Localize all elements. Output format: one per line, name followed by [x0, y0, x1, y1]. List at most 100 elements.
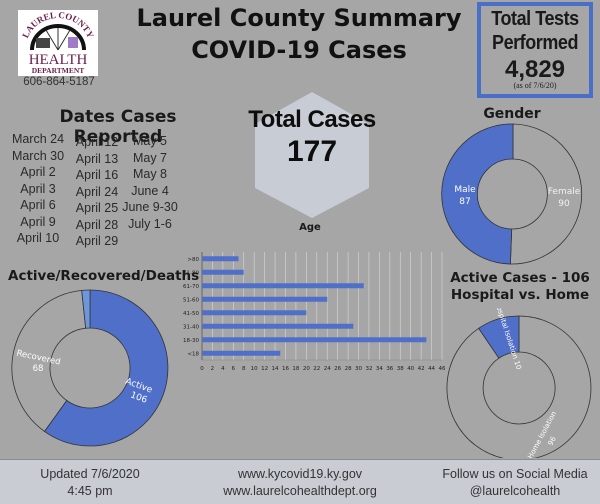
age-bar	[202, 296, 328, 302]
date-item: April 3	[20, 181, 56, 196]
date-item: May 5	[132, 134, 168, 148]
title-line-2: COVID-19 Cases	[191, 36, 407, 64]
date-item: April 10	[16, 231, 60, 245]
svg-text:36: 36	[386, 366, 393, 372]
age-bar	[202, 269, 244, 275]
svg-text:14: 14	[272, 366, 279, 372]
svg-text:4: 4	[221, 366, 225, 372]
active-slice	[43, 289, 169, 447]
date-item: May 8	[132, 167, 168, 181]
svg-text:DEPARTMENT: DEPARTMENT	[32, 66, 85, 75]
svg-text:8: 8	[242, 366, 246, 372]
home-value: 96	[547, 435, 559, 447]
age-chart-title: Age	[299, 222, 321, 233]
svg-text:<18: <18	[187, 351, 199, 357]
tests-as-of: (as of 7/6/20)	[513, 81, 557, 90]
phone-number: 606-864-5187	[23, 76, 95, 88]
date-item: April 9	[20, 214, 56, 229]
svg-text:6: 6	[232, 366, 236, 372]
date-item: April 24	[75, 184, 119, 199]
svg-text:26: 26	[334, 366, 341, 372]
svg-text:>80: >80	[187, 257, 199, 263]
date-item: June 9-30	[122, 200, 178, 214]
svg-text:24: 24	[324, 366, 331, 372]
tests-label-2: Performed	[492, 32, 578, 54]
gender-donut-chart: Male 87 Female 90	[441, 123, 583, 265]
svg-text:22: 22	[313, 366, 320, 372]
social-handle[interactable]: @laurelcohealth	[469, 484, 561, 498]
age-bar	[202, 310, 307, 316]
svg-text:34: 34	[376, 366, 383, 372]
date-item: April 2	[20, 165, 56, 179]
svg-text:28: 28	[345, 366, 352, 372]
footer-social: Follow us on Social Media @laurelcohealt…	[442, 467, 588, 498]
total-tests-box: Total Tests Performed 4,829 (as of 7/6/2…	[477, 2, 593, 98]
recovered-value: 68	[33, 364, 44, 374]
svg-text:12: 12	[261, 366, 268, 372]
svg-text:38: 38	[397, 366, 404, 372]
svg-text:40: 40	[407, 366, 414, 372]
date-item: April 29	[75, 234, 119, 248]
health-department-logo: LAUREL COUNTY HEALTH DEPARTMENT	[18, 10, 98, 76]
svg-text:0: 0	[200, 366, 204, 372]
dates-column-3: May 5 May 7 May 8 June 4 June 9-30 July …	[122, 133, 178, 232]
age-bar	[202, 283, 364, 289]
svg-text:32: 32	[365, 366, 372, 372]
dates-column-1: March 24 March 30 April 2 April 3 April …	[8, 131, 68, 247]
svg-text:20: 20	[303, 366, 310, 372]
date-item: April 6	[20, 198, 56, 212]
age-bar	[202, 350, 281, 356]
svg-text:16: 16	[282, 366, 289, 372]
svg-text:HEALTH: HEALTH	[29, 52, 88, 68]
dates-column-2: April 12 April 13 April 16 April 24 Apri…	[72, 134, 122, 250]
date-item: March 30	[11, 148, 65, 163]
date-item: March 24	[11, 132, 65, 146]
male-value: 87	[459, 197, 470, 207]
hospital-title-line-1: Active Cases - 106	[450, 270, 590, 286]
female-value: 90	[558, 199, 570, 209]
hospital-chart-title: Active Cases - 106 Hospital vs. Home	[440, 270, 600, 304]
dates-heading: Dates Cases Reported	[59, 107, 177, 147]
svg-text:18: 18	[292, 366, 299, 372]
health-dept-link[interactable]: www.laurelcohealthdept.org	[223, 484, 377, 498]
svg-text:51-60: 51-60	[183, 297, 199, 303]
date-item: April 28	[75, 217, 119, 232]
female-slice	[509, 123, 583, 265]
age-bar	[202, 337, 427, 343]
hospital-title-line-2: Hospital vs. Home	[450, 287, 590, 303]
age-bar	[202, 256, 239, 262]
male-slice	[441, 123, 514, 265]
date-item: July 1-6	[128, 216, 172, 231]
svg-text:41-50: 41-50	[183, 311, 199, 317]
svg-text:44: 44	[428, 366, 435, 372]
tests-value: 4,829	[504, 56, 566, 83]
svg-text:30: 30	[355, 366, 362, 372]
svg-text:61-70: 61-70	[183, 284, 199, 290]
total-cases-hexagon	[255, 92, 369, 218]
date-item: April 13	[75, 151, 119, 166]
tests-label-1: Total Tests	[491, 8, 579, 30]
deaths-slice	[81, 289, 91, 329]
gender-chart-title: Gender	[483, 106, 541, 122]
svg-text:71-80: 71-80	[183, 270, 199, 276]
home-isolation-slice	[446, 315, 592, 458]
date-item: April 16	[75, 168, 119, 182]
hospital-isolation-slice	[478, 315, 520, 359]
total-cases: Total Cases 177	[247, 105, 377, 169]
date-item: April 25	[75, 201, 119, 215]
footer-updated: Updated 7/6/2020 4:45 pm	[40, 467, 140, 498]
svg-text:42: 42	[418, 366, 425, 372]
date-item: May 7	[132, 150, 168, 165]
date-item: April 12	[75, 135, 119, 149]
svg-text:46: 46	[439, 366, 446, 372]
outcome-donut-chart: Active 106 Recovered 68	[11, 289, 169, 447]
footer-websites: www.kycovid19.ky.gov www.laurelcohealthd…	[210, 466, 390, 500]
total-cases-label: Total Cases	[248, 106, 376, 133]
kycovid-link[interactable]: www.kycovid19.ky.gov	[237, 467, 363, 481]
age-bar	[202, 323, 354, 329]
outcome-chart-title: Active/Recovered/Deaths	[8, 268, 200, 284]
svg-text:18-30: 18-30	[183, 338, 199, 344]
total-cases-value: 177	[286, 135, 338, 168]
svg-text:31-40: 31-40	[183, 324, 199, 330]
